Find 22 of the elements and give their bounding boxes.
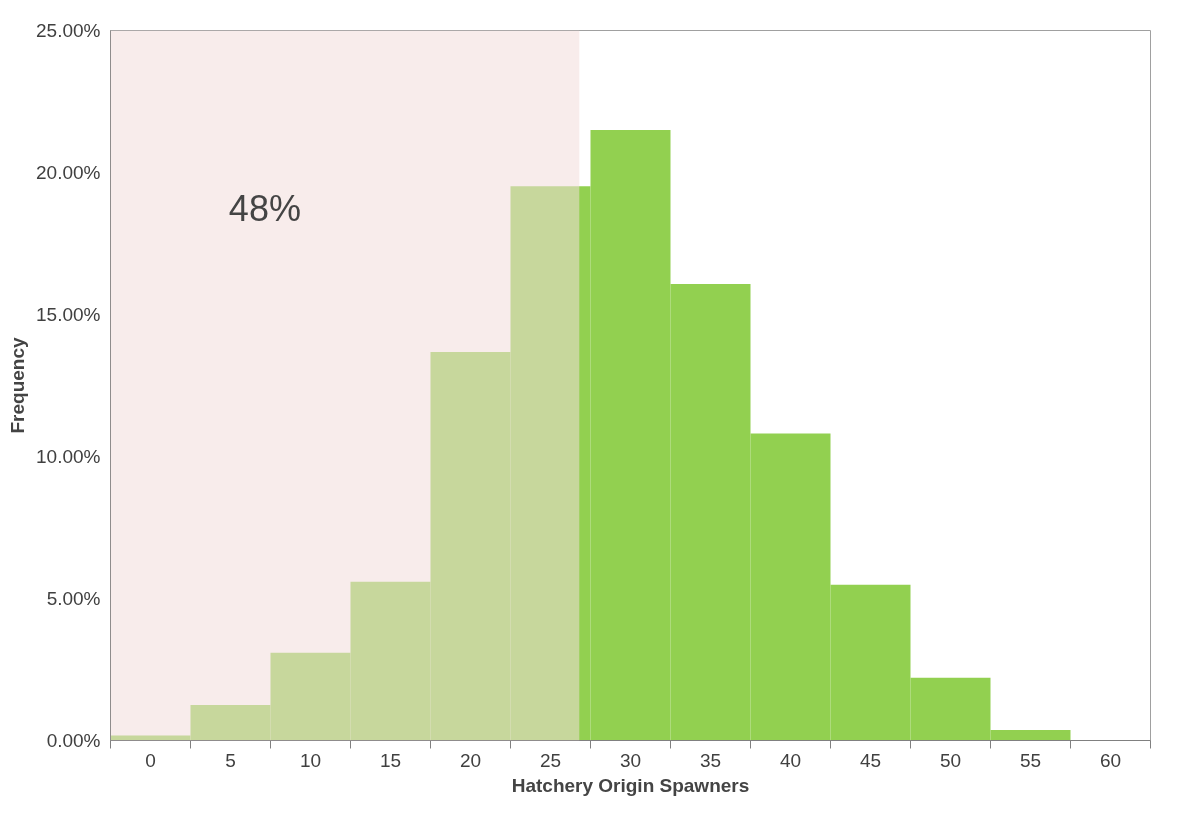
x-tick-label: 60 [1099,749,1122,771]
x-axis-title: Hatchery Origin Spawners [511,774,750,796]
x-tick-label: 50 [939,749,962,771]
x-tick-label: 40 [779,749,802,771]
x-tick-label: 0 [145,749,156,771]
x-tick-label: 55 [1019,749,1042,771]
y-tick-label: 15.00% [36,304,101,325]
y-tick-label: 5.00% [46,588,101,609]
band-label: 48% [228,187,301,229]
y-tick-label: 10.00% [36,446,101,467]
x-tick-label: 20 [459,749,482,771]
x-tick-label: 15 [379,749,402,771]
y-tick-label: 25.00% [36,20,101,41]
x-tick-label: 30 [619,749,642,771]
y-tick-label: 20.00% [36,162,101,183]
y-tick-label: 0.00% [46,730,101,751]
x-tick-label: 10 [299,749,322,771]
x-tick-label: 5 [225,749,236,771]
x-tick-label: 25 [539,749,562,771]
y-axis-title: Frequency [7,337,29,434]
x-tick-label: 45 [859,749,882,771]
x-tick-label: 35 [699,749,722,771]
